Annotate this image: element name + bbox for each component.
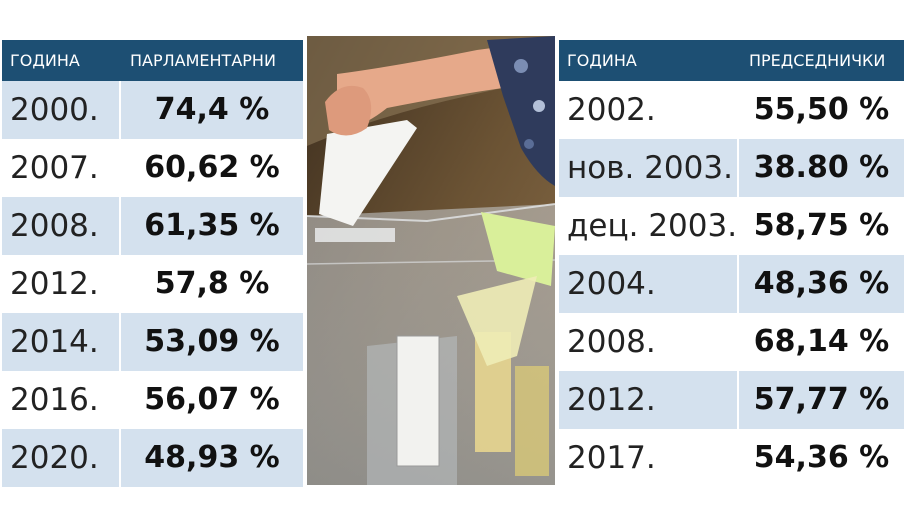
table-row: 2016. 56,07 % [2,371,303,429]
table-row: 2008. 68,14 % [559,313,904,371]
year-column-header: ГОДИНА [10,51,80,70]
row-turnout: 53,09 % [144,324,280,359]
table-row: 2002. 55,50 % [559,81,904,139]
row-turnout: 38.80 % [753,150,890,185]
column-divider [119,313,121,371]
row-year: дец. 2003. [567,208,738,244]
ballot-box-illustration [307,36,555,485]
row-year: 2014. [10,324,99,360]
column-divider [737,139,739,197]
row-year: 2007. [10,150,99,186]
table-row: дец. 2003. 58,75 % [559,197,904,255]
row-turnout: 55,50 % [753,92,890,127]
row-turnout: 48,36 % [753,266,890,301]
table-row: 2012. 57,8 % [2,255,303,313]
column-divider [119,429,121,487]
table-row: нов. 2003. 38.80 % [559,139,904,197]
row-turnout: 74,4 % [154,92,270,127]
row-turnout: 57,77 % [753,382,890,417]
row-turnout: 61,35 % [144,208,280,243]
row-year: 2020. [10,440,99,476]
row-turnout: 68,14 % [753,324,890,359]
presidential-turnout-table: ГОДИНА ПРЕДСЕДНИЧКИ 2002. 55,50 % нов. 2… [559,40,904,487]
ballot-box-photo [307,36,555,485]
parliamentary-table-header: ГОДИНА ПАРЛАМЕНТАРНИ [2,40,303,81]
parliamentary-column-header: ПАРЛАМЕНТАРНИ [130,51,276,70]
table-row: 2014. 53,09 % [2,313,303,371]
row-year: 2008. [10,208,99,244]
row-year: нов. 2003. [567,150,733,186]
row-year: 2008. [567,324,656,360]
row-year: 2016. [10,382,99,418]
table-row: 2008. 61,35 % [2,197,303,255]
column-divider [119,197,121,255]
row-year: 2017. [567,440,656,476]
row-year: 2002. [567,92,656,128]
table-row: 2020. 48,93 % [2,429,303,487]
row-turnout: 48,93 % [144,440,280,475]
row-year: 2012. [10,266,99,302]
table-row: 2007. 60,62 % [2,139,303,197]
table-row: 2004. 48,36 % [559,255,904,313]
row-year: 2000. [10,92,99,128]
row-turnout: 54,36 % [753,440,890,475]
column-divider [119,81,121,139]
column-divider [737,371,739,429]
row-turnout: 56,07 % [144,382,280,417]
table-row: 2000. 74,4 % [2,81,303,139]
column-divider [737,255,739,313]
presidential-table-header: ГОДИНА ПРЕДСЕДНИЧКИ [559,40,904,81]
row-year: 2004. [567,266,656,302]
year-column-header: ГОДИНА [567,51,637,70]
table-row: 2017. 54,36 % [559,429,904,487]
row-turnout: 58,75 % [753,208,890,243]
table-row: 2012. 57,77 % [559,371,904,429]
row-year: 2012. [567,382,656,418]
presidential-column-header: ПРЕДСЕДНИЧКИ [749,51,886,70]
row-turnout: 60,62 % [144,150,280,185]
row-turnout: 57,8 % [154,266,270,301]
parliamentary-turnout-table: ГОДИНА ПАРЛАМЕНТАРНИ 2000. 74,4 % 2007. … [2,40,303,487]
